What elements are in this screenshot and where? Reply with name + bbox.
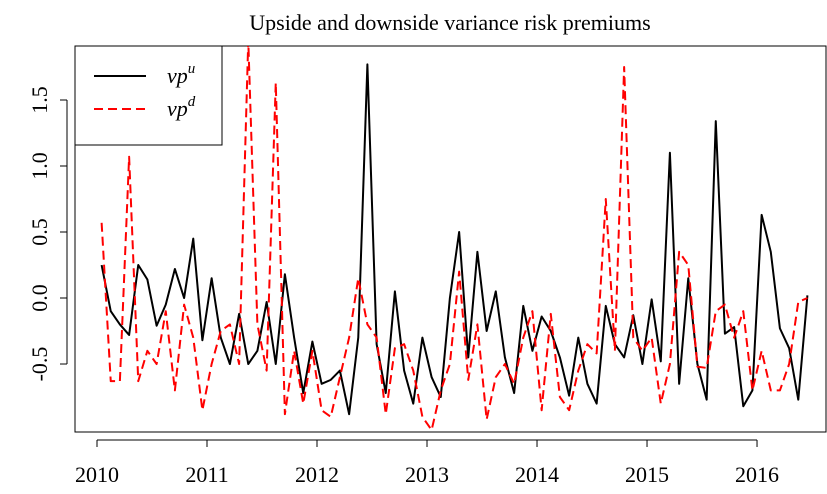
x-tick-label: 2011	[185, 462, 228, 487]
y-tick-label: 0.0	[27, 284, 52, 312]
y-tick-label: 1.0	[27, 152, 52, 180]
legend-label: vpu	[167, 61, 195, 88]
x-tick-label: 2014	[515, 462, 559, 487]
x-tick-label: 2012	[295, 462, 339, 487]
x-tick-label: 2010	[75, 462, 119, 487]
x-tick-label: 2015	[625, 462, 669, 487]
plot-box	[74, 45, 827, 433]
y-tick-label: -0.5	[27, 347, 52, 382]
x-tick-label: 2013	[405, 462, 449, 487]
series-line	[100, 63, 809, 416]
series-line	[100, 46, 808, 432]
x-tick-label: 2016	[735, 462, 779, 487]
y-tick-label: 0.5	[27, 218, 52, 246]
legend-label: vpd	[167, 94, 196, 121]
legend-box	[74, 45, 223, 146]
lines	[100, 46, 809, 432]
y-tick-label: 1.5	[27, 86, 52, 114]
chart-title: Upside and downside variance risk premiu…	[249, 10, 650, 35]
